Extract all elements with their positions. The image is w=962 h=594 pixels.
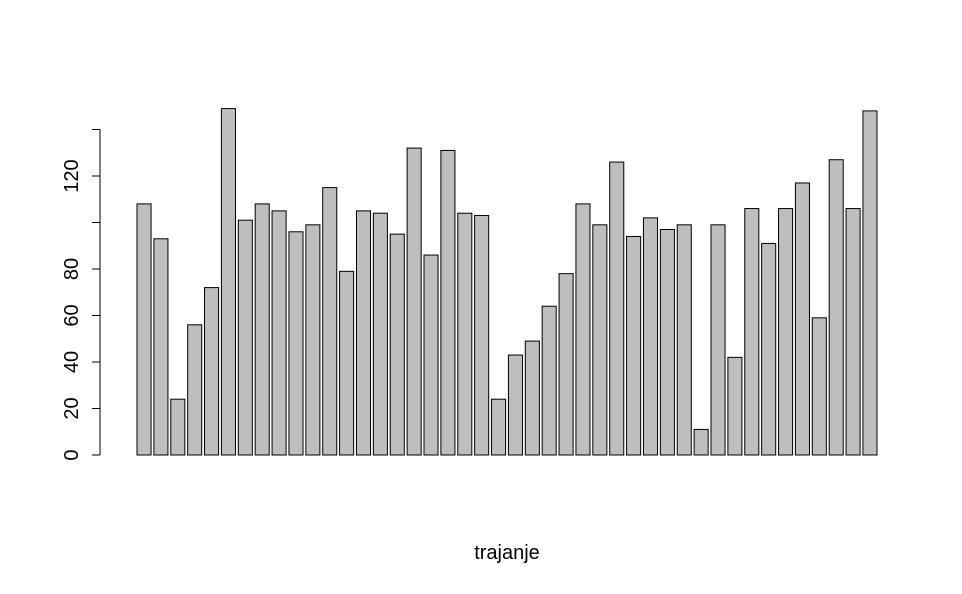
bar xyxy=(440,149,456,456)
bar xyxy=(204,287,220,456)
y-tick-label: 20 xyxy=(61,397,83,419)
bar xyxy=(491,398,507,456)
bar xyxy=(406,147,422,456)
bar xyxy=(828,159,844,456)
bar xyxy=(237,219,253,456)
y-tick-label: 40 xyxy=(61,351,83,373)
bar xyxy=(474,215,490,456)
bar xyxy=(153,238,169,456)
bar xyxy=(170,398,186,456)
bar xyxy=(558,273,574,456)
bar xyxy=(524,340,540,456)
x-axis-label: trajanje xyxy=(474,542,540,564)
bar xyxy=(355,210,372,456)
bar xyxy=(372,212,388,456)
bar xyxy=(339,270,355,456)
y-tick-label: 120 xyxy=(61,159,83,192)
bar xyxy=(693,428,709,456)
y-tick-label: 0 xyxy=(61,449,83,460)
bar xyxy=(254,203,270,456)
bar xyxy=(794,182,810,456)
bar xyxy=(288,231,304,456)
bar xyxy=(659,228,675,456)
y-tick-label: 80 xyxy=(61,258,83,280)
bar xyxy=(710,224,726,456)
y-tick-label: 60 xyxy=(61,304,83,326)
bar xyxy=(778,208,794,456)
bar xyxy=(744,208,760,456)
bar xyxy=(575,203,591,456)
bar xyxy=(271,210,287,456)
bar xyxy=(811,317,827,456)
bar xyxy=(457,212,473,456)
bar xyxy=(541,305,557,456)
bar xyxy=(609,161,625,456)
bar xyxy=(322,187,338,456)
bar xyxy=(389,233,405,456)
bar xyxy=(626,235,642,456)
bar xyxy=(845,208,861,456)
bar xyxy=(187,324,203,456)
bar xyxy=(423,254,439,456)
bar xyxy=(676,224,692,456)
bar xyxy=(507,354,523,456)
bar xyxy=(305,224,321,456)
bar xyxy=(642,217,659,456)
bar xyxy=(727,356,743,456)
bar xyxy=(220,108,236,456)
bar xyxy=(862,110,878,456)
bar xyxy=(136,203,152,456)
bar xyxy=(592,224,608,456)
bar xyxy=(761,242,777,456)
